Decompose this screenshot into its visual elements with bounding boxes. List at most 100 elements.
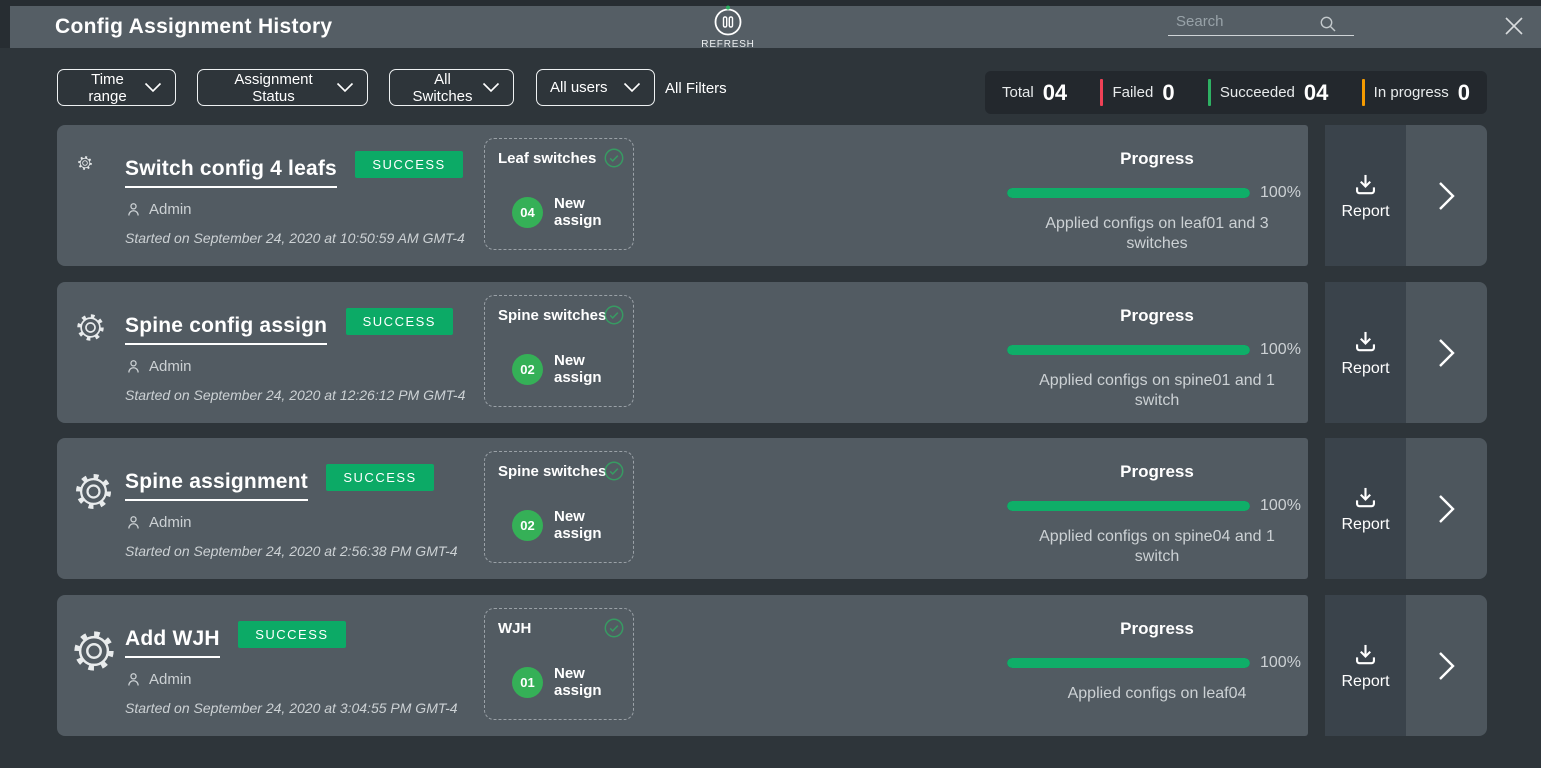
applied-configs-text: Applied configs on leaf01 and 3 switches [1007,214,1307,254]
all-filters-link[interactable]: All Filters [665,80,727,97]
user-name: Admin [149,201,192,218]
user-name: Admin [149,358,192,375]
assignment-card[interactable]: Add WJH SUCCESS Admin Started on Septemb… [57,595,1308,736]
close-icon[interactable] [1499,11,1529,41]
expand-row-button[interactable] [1406,438,1487,579]
chevron-down-icon [144,82,162,93]
applied-configs-text: Applied configs on leaf04 [1007,684,1307,704]
assignment-title-link[interactable]: Spine assignment [125,470,308,501]
progress-bar [1007,658,1250,668]
switch-group-box: Leaf switches 04 New assign [484,138,634,250]
count-badge: 01 [512,667,543,698]
progress-percent: 100% [1260,497,1301,515]
gear-icon [77,155,93,171]
group-body: 04 New assign [512,195,616,230]
in-progress-marker [1362,79,1365,106]
count-badge: 04 [512,197,543,228]
report-label: Report [1341,516,1389,534]
chevron-right-icon [1434,649,1460,683]
stats-bar: Total 04 Failed 0 Succeeded 04 In progre… [985,71,1487,114]
status-badge: SUCCESS [238,621,345,648]
progress-bar-row: 100% [1007,341,1307,359]
filter-assignment-status[interactable]: Assignment Status [197,69,368,106]
filter-all-users-label: All users [550,79,608,96]
progress-block: Progress 100% Applied configs on leaf04 [1007,619,1307,704]
user-icon [125,201,142,218]
stat-in-progress: In progress 0 [1362,79,1470,106]
report-button[interactable]: Report [1325,438,1406,579]
assign-type-label: New assign [554,508,616,543]
progress-bar-row: 100% [1007,654,1307,672]
assignment-card[interactable]: Spine config assign SUCCESS Admin Starte… [57,282,1308,423]
user-icon [125,671,142,688]
refresh-label: REFRESH [701,39,754,50]
stat-succeeded-label: Succeeded [1220,84,1295,101]
assignment-card[interactable]: Spine assignment SUCCESS Admin Started o… [57,438,1308,579]
filter-all-switches[interactable]: All Switches [389,69,514,106]
started-timestamp: Started on September 24, 2020 at 10:50:5… [125,229,465,247]
assignment-title-link[interactable]: Switch config 4 leafs [125,157,337,188]
title-bar: Config Assignment History REFRESH [10,6,1541,48]
progress-bar-row: 100% [1007,184,1307,202]
applied-configs-text: Applied configs on spine01 and 1 switch [1007,371,1307,411]
user-name: Admin [149,671,192,688]
count-badge: 02 [512,354,543,385]
progress-bar-fill [1007,501,1250,511]
check-circle-icon [603,147,625,169]
progress-bar [1007,188,1250,198]
progress-bar-fill [1007,188,1250,198]
status-badge: SUCCESS [326,464,433,491]
chevron-right-icon [1434,492,1460,526]
header-left-gap [0,0,10,48]
switch-group-box: Spine switches 02 New assign [484,295,634,407]
user-icon [125,514,142,531]
stat-total-label: Total [1002,84,1034,101]
download-icon [1352,484,1379,511]
assignment-card[interactable]: Switch config 4 leafs SUCCESS Admin Star… [57,125,1308,266]
stat-failed-label: Failed [1112,84,1153,101]
user-line: Admin [125,514,458,531]
group-name: WJH [498,620,531,637]
assignment-title-link[interactable]: Spine config assign [125,314,327,345]
expand-row-button[interactable] [1406,595,1487,736]
progress-percent: 100% [1260,184,1301,202]
report-button[interactable]: Report [1325,595,1406,736]
page-title: Config Assignment History [55,15,332,39]
progress-title: Progress [1007,462,1307,482]
group-name: Spine switches [498,307,606,324]
user-line: Admin [125,201,465,218]
download-icon [1352,171,1379,198]
assignment-title-link[interactable]: Add WJH [125,627,220,658]
filter-time-range-label: Time range [71,71,144,105]
group-body: 01 New assign [512,665,616,700]
filter-all-users[interactable]: All users [536,69,655,106]
refresh-button[interactable]: REFRESH [700,5,756,50]
chevron-down-icon [336,82,354,93]
filter-assignment-status-label: Assignment Status [211,71,336,105]
switch-group-box: Spine switches 02 New assign [484,451,634,563]
expand-row-button[interactable] [1406,125,1487,266]
applied-configs-text: Applied configs on spine04 and 1 switch [1007,527,1307,567]
stat-succeeded-value: 04 [1304,80,1328,106]
assign-type-label: New assign [554,195,616,230]
report-label: Report [1341,360,1389,378]
expand-row-button[interactable] [1406,282,1487,423]
group-name: Spine switches [498,463,606,480]
report-button[interactable]: Report [1325,125,1406,266]
report-button[interactable]: Report [1325,282,1406,423]
filter-time-range[interactable]: Time range [57,69,176,106]
started-timestamp: Started on September 24, 2020 at 3:04:55… [125,699,458,717]
group-body: 02 New assign [512,508,616,543]
user-name: Admin [149,514,192,531]
user-line: Admin [125,671,458,688]
started-timestamp: Started on September 24, 2020 at 2:56:38… [125,542,458,560]
status-badge: SUCCESS [355,151,462,178]
assignment-row: Add WJH SUCCESS Admin Started on Septemb… [57,595,1487,736]
title-block: Spine config assign SUCCESS Admin Starte… [125,308,465,404]
user-line: Admin [125,358,465,375]
status-badge: SUCCESS [346,308,453,335]
assignment-row: Switch config 4 leafs SUCCESS Admin Star… [57,125,1487,266]
progress-bar-fill [1007,658,1250,668]
started-timestamp: Started on September 24, 2020 at 12:26:1… [125,386,465,404]
progress-percent: 100% [1260,654,1301,672]
